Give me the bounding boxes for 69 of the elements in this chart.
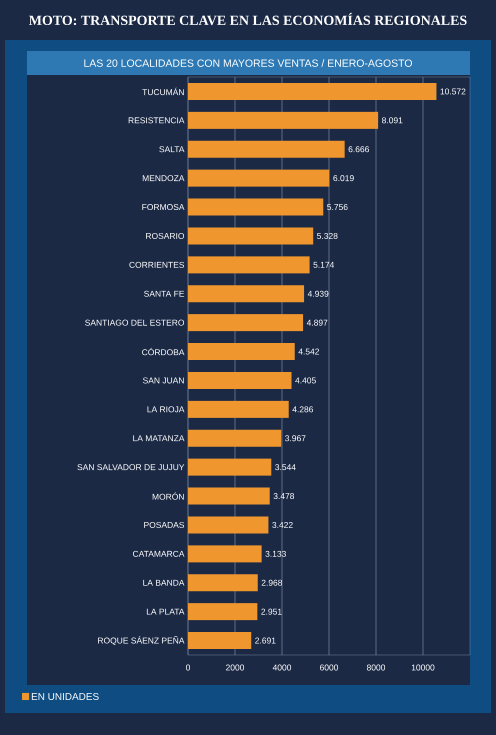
data-label: 5.174 — [313, 262, 334, 268]
bar — [188, 430, 282, 447]
y-tick-label: CATAMARCA — [133, 550, 184, 557]
data-label: 6.019 — [333, 175, 354, 182]
bar — [188, 285, 304, 302]
data-label: 4.897 — [306, 320, 328, 326]
bar — [188, 256, 310, 274]
x-tick-label: 10000 — [412, 664, 434, 671]
data-label: 10.572 — [440, 88, 466, 94]
bar — [188, 198, 324, 216]
x-tick-label: 4000 — [272, 664, 292, 671]
y-tick-label: ROQUE SÁENZ PEÑA — [98, 636, 184, 646]
data-label: 2.951 — [261, 608, 282, 615]
bar — [188, 488, 270, 505]
data-label: 3.422 — [272, 522, 293, 528]
y-tick-label: LA MATANZA — [133, 435, 184, 442]
y-tick-label: LA PLATA — [146, 608, 184, 615]
data-label: 3.544 — [275, 464, 296, 470]
bar — [188, 632, 252, 650]
bar — [188, 343, 295, 360]
chart-title: MOTO: TRANSPORTE CLAVE EN LAS ECONOMÍAS REGIONALES — [29, 12, 467, 26]
y-tick-label: MORÓN — [152, 492, 184, 500]
data-label: 2.968 — [262, 580, 282, 586]
bar — [188, 372, 292, 389]
legend-label: EN UNIDADES — [32, 692, 99, 700]
data-label: 8.091 — [382, 117, 402, 124]
bar — [188, 82, 436, 100]
x-tick-label: 8000 — [366, 664, 386, 671]
y-tick-label: CORRIENTES — [129, 262, 184, 268]
y-tick-label: SAN JUAN — [142, 377, 184, 384]
bar — [188, 227, 314, 244]
y-tick-label: FORMOSA — [142, 204, 184, 210]
y-tick-label: SAN SALVADOR DE JUJUY — [77, 464, 184, 470]
y-tick-label: CÓRDOBA — [142, 348, 184, 356]
chart-subtitle: LAS 20 LOCALIDADES CON MAYORES VENTAS / ENERO-AGOSTO — [84, 59, 412, 67]
y-tick-label: SANTIAGO DEL ESTERO — [85, 320, 184, 326]
y-tick-label: POSADAS — [144, 522, 184, 528]
x-tick-label: 0 — [186, 664, 190, 671]
data-label: 4.405 — [295, 377, 316, 384]
y-tick-label: SANTA FE — [144, 290, 184, 297]
y-tick-label: SALTA — [159, 146, 184, 152]
x-tick-label: 6000 — [320, 664, 338, 671]
data-label: 5.328 — [317, 232, 338, 239]
bar — [188, 170, 330, 187]
y-tick-label: LA RIOJA — [148, 406, 184, 412]
x-tick-label: 2000 — [226, 664, 244, 671]
y-tick-label: RESISTENCIA — [128, 117, 184, 124]
bar — [188, 400, 289, 418]
y-tick-label: ROSARIO — [146, 232, 184, 239]
data-label: 4.939 — [308, 290, 328, 297]
data-label: 2.691 — [255, 638, 276, 644]
bar — [188, 314, 304, 332]
data-label: 4.286 — [292, 406, 314, 412]
y-tick-label: MENDOZA — [142, 175, 184, 182]
bar — [188, 603, 258, 620]
bar — [188, 545, 262, 562]
bar — [188, 140, 345, 158]
bar — [188, 574, 258, 592]
y-tick-label: TUCUMÁN — [142, 88, 184, 96]
data-label: 6.666 — [348, 146, 369, 152]
bar — [188, 516, 268, 534]
data-label: 3.967 — [285, 435, 306, 442]
data-label: 4.542 — [298, 348, 320, 355]
data-label: 3.133 — [265, 550, 286, 557]
y-tick-label: LA BANDA — [143, 580, 184, 586]
bar — [188, 458, 272, 476]
data-label: 3.478 — [274, 493, 294, 500]
data-label: 5.756 — [327, 204, 348, 210]
bar — [188, 112, 378, 129]
